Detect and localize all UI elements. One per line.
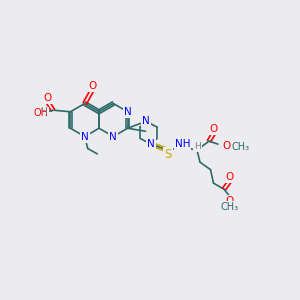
Text: NH: NH [175,139,190,148]
Text: O: O [223,141,231,151]
Text: N: N [124,107,131,117]
Text: OH: OH [34,108,49,118]
Text: N: N [110,131,117,142]
Text: CH₃: CH₃ [232,142,250,152]
Text: O: O [209,124,217,134]
Text: O: O [43,93,51,103]
Text: H: H [194,142,201,151]
Text: S: S [164,148,172,161]
Text: N: N [142,116,150,126]
Text: N: N [81,131,88,142]
Text: O: O [226,196,234,206]
Text: O: O [225,172,233,182]
Text: N: N [147,139,155,149]
Text: CH₃: CH₃ [221,202,239,212]
Text: H: H [40,106,47,116]
Text: O: O [88,81,96,92]
